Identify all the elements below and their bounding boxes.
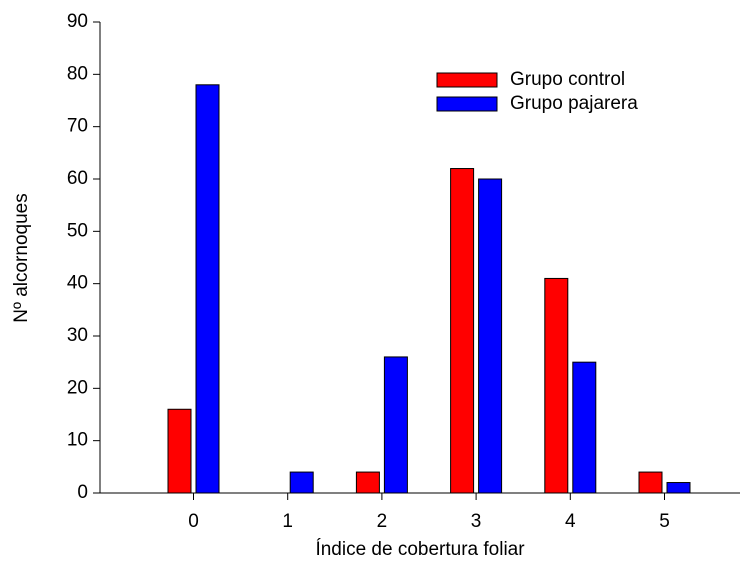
bar	[544, 277, 569, 494]
y-tick-label: 10	[67, 430, 88, 451]
x-tick-label: 5	[659, 511, 670, 532]
bar	[195, 84, 220, 494]
x-tick-label: 3	[471, 511, 482, 532]
x-tick-label: 0	[188, 511, 199, 532]
x-tick-label: 4	[565, 511, 576, 532]
legend-label: Grupo control	[510, 69, 625, 90]
bar	[450, 168, 475, 494]
y-tick-label: 70	[67, 116, 88, 137]
y-tick-label: 30	[67, 325, 88, 346]
bar	[638, 471, 663, 494]
legend-swatch	[436, 72, 498, 88]
bar	[289, 471, 314, 494]
bar	[572, 361, 597, 494]
x-axis-label: Índice de cobertura foliar	[315, 539, 525, 560]
y-axis-label: Nº alcornoques	[11, 193, 32, 322]
y-tick-label: 60	[67, 168, 88, 189]
bar	[167, 408, 192, 494]
bar	[355, 471, 380, 494]
y-tick-label: 50	[67, 220, 88, 241]
x-tick-label: 2	[377, 511, 388, 532]
y-tick-label: 90	[67, 11, 88, 32]
y-tick-label: 20	[67, 377, 88, 398]
y-tick-label: 0	[77, 482, 88, 503]
x-tick-label: 1	[282, 511, 293, 532]
bar	[666, 482, 691, 494]
y-tick-label: 40	[67, 273, 88, 294]
legend-label: Grupo pajarera	[510, 93, 638, 114]
legend-swatch	[436, 96, 498, 112]
bar	[383, 356, 408, 494]
y-tick-label: 80	[67, 63, 88, 84]
bar	[478, 178, 503, 494]
